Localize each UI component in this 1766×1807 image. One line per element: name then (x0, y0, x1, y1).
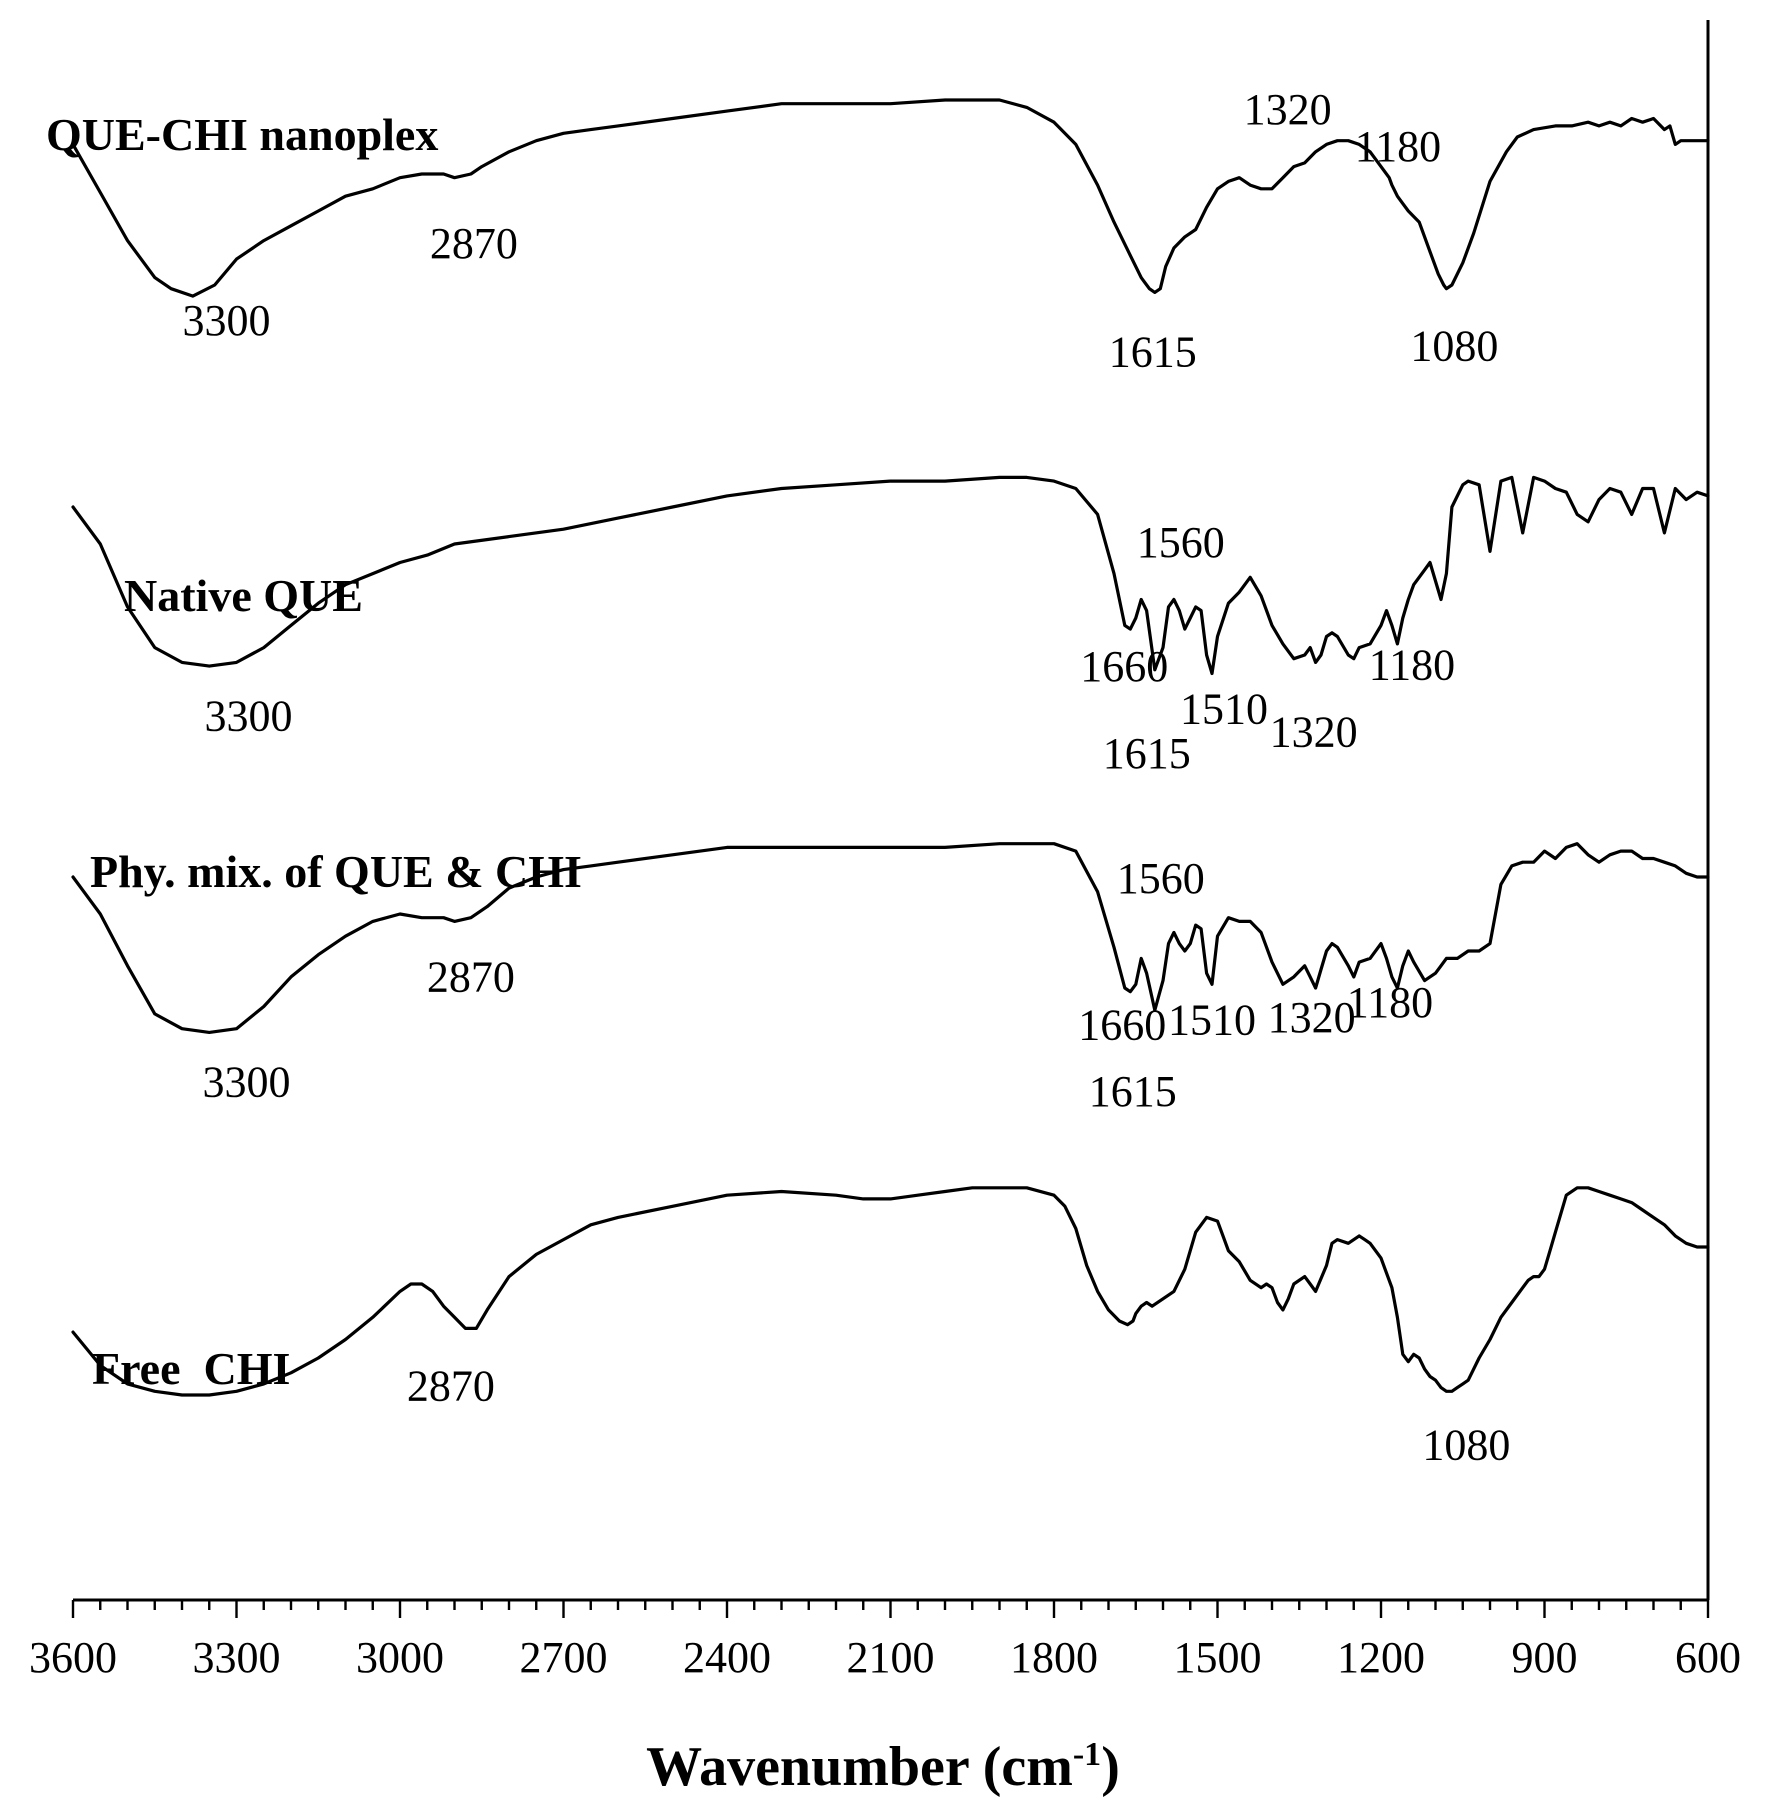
series-names: QUE-CHI nanoplex Native QUE Phy. mix. of… (46, 109, 582, 1394)
peak-label-1080: 1080 (1410, 322, 1498, 371)
peak-label-1615: 1615 (1109, 327, 1197, 376)
x-tick-label-600: 600 (1675, 1633, 1741, 1682)
peak-label-1080: 1080 (1422, 1420, 1510, 1469)
peak-label-3300: 3300 (183, 296, 271, 345)
peak-label-1320: 1320 (1270, 707, 1358, 756)
x-tick-label-1200: 1200 (1337, 1633, 1425, 1682)
peak-label-1320: 1320 (1268, 993, 1356, 1042)
x-tick-label-1500: 1500 (1174, 1633, 1262, 1682)
peak-label-1180: 1180 (1347, 978, 1433, 1027)
peak-label-1180: 1180 (1355, 122, 1441, 171)
series-name-phy-mix: Phy. mix. of QUE & CHI (90, 846, 582, 897)
x-tick-label-3000: 3000 (356, 1633, 444, 1682)
peak-labels: 3300287016151320118010803300166016151560… (183, 85, 1511, 1470)
peak-label-1510: 1510 (1180, 685, 1268, 734)
peak-label-1615: 1615 (1103, 729, 1191, 778)
x-tick-label-3300: 3300 (193, 1633, 281, 1682)
x-tick-label-2700: 2700 (520, 1633, 608, 1682)
series-name-free-chi: Free CHI (92, 1343, 290, 1394)
x-tick-label-2100: 2100 (847, 1633, 935, 1682)
spectrum-line-phy-mix-of-que-chi (71, 842, 1710, 1034)
series-name-que-chi-nanoplex: QUE-CHI nanoplex (46, 109, 438, 160)
spectrum-line-free-chi (71, 1186, 1710, 1397)
peak-label-1615: 1615 (1089, 1067, 1177, 1116)
peak-label-3300: 3300 (203, 1058, 291, 1107)
peak-label-1660: 1660 (1078, 1001, 1166, 1050)
x-tick-label-2400: 2400 (683, 1633, 771, 1682)
peak-label-1560: 1560 (1117, 854, 1205, 903)
spectra-curves (71, 98, 1710, 1397)
series-name-native-que: Native QUE (124, 570, 363, 621)
x-axis-ticks: 3600 3300 3000 2700 2400 2100 1800 1500 1200 900 6… (29, 1600, 1741, 1682)
peak-label-3300: 3300 (205, 691, 293, 740)
axes (73, 20, 1710, 1602)
spectrum-line-que-chi-nanoplex (71, 98, 1710, 298)
peak-label-1660: 1660 (1080, 642, 1168, 691)
peak-label-2870: 2870 (427, 953, 515, 1002)
peak-label-1510: 1510 (1168, 995, 1256, 1044)
peak-label-1560: 1560 (1137, 518, 1225, 567)
peak-label-2870: 2870 (407, 1361, 495, 1410)
x-tick-label-3600: 3600 (29, 1633, 117, 1682)
x-axis-title: Wavenumber (cm-1) (646, 1736, 1120, 1798)
peak-label-1180: 1180 (1369, 640, 1455, 689)
spectrum-line-native-que (71, 475, 1710, 676)
peak-label-2870: 2870 (430, 219, 518, 268)
x-tick-label-900: 900 (1512, 1633, 1578, 1682)
peak-label-1320: 1320 (1244, 85, 1332, 134)
x-tick-label-1800: 1800 (1010, 1633, 1098, 1682)
